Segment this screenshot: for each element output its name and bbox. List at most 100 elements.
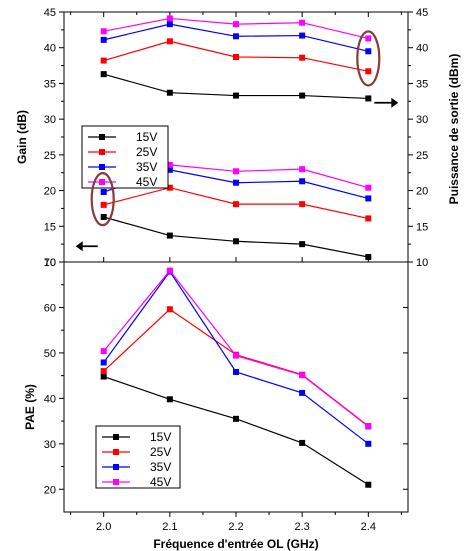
bottom-legend-label: 15V <box>150 430 171 444</box>
data-point-15V <box>100 373 107 380</box>
series-line-45V-bot3 <box>103 269 369 428</box>
bottom-legend-label: 25V <box>150 445 171 459</box>
data-point-45V <box>365 423 372 430</box>
y2-tick-label: 20 <box>416 186 428 198</box>
x-tick-label: 2.1 <box>162 521 177 533</box>
data-point-15V <box>100 214 107 220</box>
x-axis-title: Fréquence d'entrée OL (GHz) <box>153 537 318 551</box>
data-point-25V <box>100 201 107 208</box>
gain-group-ellipse <box>356 30 381 87</box>
data-point-35V <box>299 32 306 39</box>
x-tick-label: 2.0 <box>96 521 111 533</box>
bottom-legend-label: 35V <box>150 460 171 474</box>
top-legend-marker <box>99 134 105 140</box>
data-point-45V <box>233 352 239 359</box>
data-point-45V <box>299 166 306 173</box>
data-point-25V <box>166 38 173 45</box>
bottom-legend-label: 45V <box>150 475 171 489</box>
data-point-15V <box>233 92 239 99</box>
data-point-15V <box>365 254 372 260</box>
data-point-15V <box>299 439 306 446</box>
pae-y-tick-label: 20 <box>44 484 56 496</box>
data-point-15V <box>166 232 173 239</box>
data-point-25V <box>233 201 239 208</box>
top-legend-marker <box>99 179 105 185</box>
data-point-45V <box>100 28 107 35</box>
y2-tick-label: 30 <box>416 114 428 126</box>
data-point-45V <box>166 161 173 168</box>
y2-tick-label: 10 <box>416 257 428 269</box>
data-point-35V <box>100 189 107 195</box>
bottom-legend-box <box>95 425 181 489</box>
data-point-15V <box>365 481 372 488</box>
top-legend-label: 45V <box>136 175 157 189</box>
data-point-25V <box>100 57 107 64</box>
top-legend-label: 25V <box>136 145 157 159</box>
y-tick-label: 20 <box>44 186 56 198</box>
top-legend-label: 35V <box>136 160 157 174</box>
data-point-25V <box>299 54 306 61</box>
data-point-35V <box>299 178 306 185</box>
data-point-35V <box>299 389 306 396</box>
data-point-25V <box>100 368 107 375</box>
data-point-45V <box>166 267 173 274</box>
data-point-35V <box>100 359 107 366</box>
data-point-35V <box>166 21 173 28</box>
data-point-45V <box>365 184 372 191</box>
data-point-25V <box>299 201 306 208</box>
right-arrow-head <box>391 97 399 108</box>
y-tick-label: 45 <box>44 7 56 19</box>
gain-axis-title: Gain (dB) <box>15 110 29 164</box>
data-point-25V <box>166 184 173 191</box>
data-point-15V <box>299 92 306 99</box>
top-legend-label: 15V <box>136 130 157 144</box>
data-point-35V <box>100 36 107 43</box>
data-point-45V <box>100 348 107 355</box>
pae-axis-title: PAE (%) <box>23 384 37 430</box>
data-point-25V <box>233 54 239 60</box>
series-line-15V-top4 <box>103 216 369 258</box>
data-point-35V <box>365 440 372 447</box>
data-point-15V <box>166 89 173 96</box>
y2-tick-label: 15 <box>416 221 428 233</box>
left-arrow-head <box>75 241 83 252</box>
pae-y-tick-label: 40 <box>44 393 56 405</box>
data-point-25V <box>365 215 372 222</box>
y-tick-label: 15 <box>44 221 56 233</box>
data-point-15V <box>233 238 239 245</box>
data-point-25V <box>365 68 372 75</box>
x-tick-label: 2.3 <box>295 521 310 533</box>
data-point-15V <box>100 71 107 78</box>
top-legend-marker <box>99 149 105 155</box>
y2-tick-label: 35 <box>416 78 428 90</box>
series-line-25V-bot1 <box>103 308 369 427</box>
pae-y-tick-label: 50 <box>44 348 56 360</box>
x-tick-label: 2.4 <box>361 521 376 533</box>
data-point-15V <box>233 415 239 422</box>
data-point-15V <box>299 241 306 248</box>
bottom-legend-marker <box>113 434 119 440</box>
pae-y-tick-label: 70 <box>44 257 56 269</box>
y2-tick-label: 25 <box>416 150 428 162</box>
data-point-45V <box>299 19 306 26</box>
data-point-25V <box>166 306 173 313</box>
bottom-legend-marker <box>113 479 119 485</box>
data-point-35V <box>233 369 239 375</box>
data-point-35V <box>365 48 372 55</box>
pout-axis-title: Puissance de sortie (dBm) <box>447 54 461 205</box>
data-point-15V <box>166 396 173 403</box>
data-point-35V <box>233 179 239 186</box>
y2-tick-label: 45 <box>416 7 428 19</box>
data-point-45V <box>233 168 239 175</box>
y-tick-label: 25 <box>44 150 56 162</box>
data-point-35V <box>233 33 239 40</box>
pae-y-tick-label: 60 <box>44 302 56 314</box>
data-point-45V <box>166 15 173 22</box>
bottom-legend-marker <box>113 464 119 470</box>
data-point-35V <box>166 166 173 173</box>
bottom-legend-marker <box>113 449 119 455</box>
y-tick-label: 10 <box>44 257 56 269</box>
top-legend-marker <box>99 164 105 170</box>
y2-tick-label: 40 <box>416 43 428 55</box>
